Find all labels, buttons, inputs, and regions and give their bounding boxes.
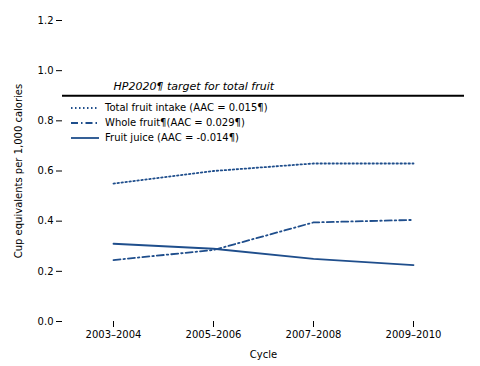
html-text:Whole fruit¶(AAC = 0.029¶): Whole fruit¶(AAC = 0.029¶) (105, 117, 245, 128)
svg-text:2003–2004: 2003–2004 (86, 329, 142, 340)
svg-text:Cup equivalents per 1,000 calo: Cup equivalents per 1,000 calories (13, 84, 24, 258)
svg-text:0.4: 0.4 (38, 215, 54, 226)
svg-text:1.2: 1.2 (38, 15, 54, 26)
svg-text:0.6: 0.6 (38, 165, 54, 176)
svg-text:0.0: 0.0 (38, 316, 54, 327)
svg-text:2009–2010: 2009–2010 (386, 329, 442, 340)
svg-text:Cycle: Cycle (250, 349, 277, 360)
svg-text:2005–2006: 2005–2006 (186, 329, 242, 340)
svg-text:1.0: 1.0 (38, 65, 54, 76)
svg-text:HP2020¶ target for total fruit: HP2020¶ target for total fruit (114, 80, 275, 93)
svg-text:0.8: 0.8 (38, 115, 54, 126)
html-text:Fruit juice (AAC = -0.014¶): Fruit juice (AAC = -0.014¶) (105, 132, 239, 143)
svg-text:0.2: 0.2 (38, 266, 54, 277)
html-text:Total fruit intake (AAC = 0.01: Total fruit intake (AAC = 0.015¶) (105, 102, 268, 113)
svg-text:2007–2008: 2007–2008 (286, 329, 342, 340)
